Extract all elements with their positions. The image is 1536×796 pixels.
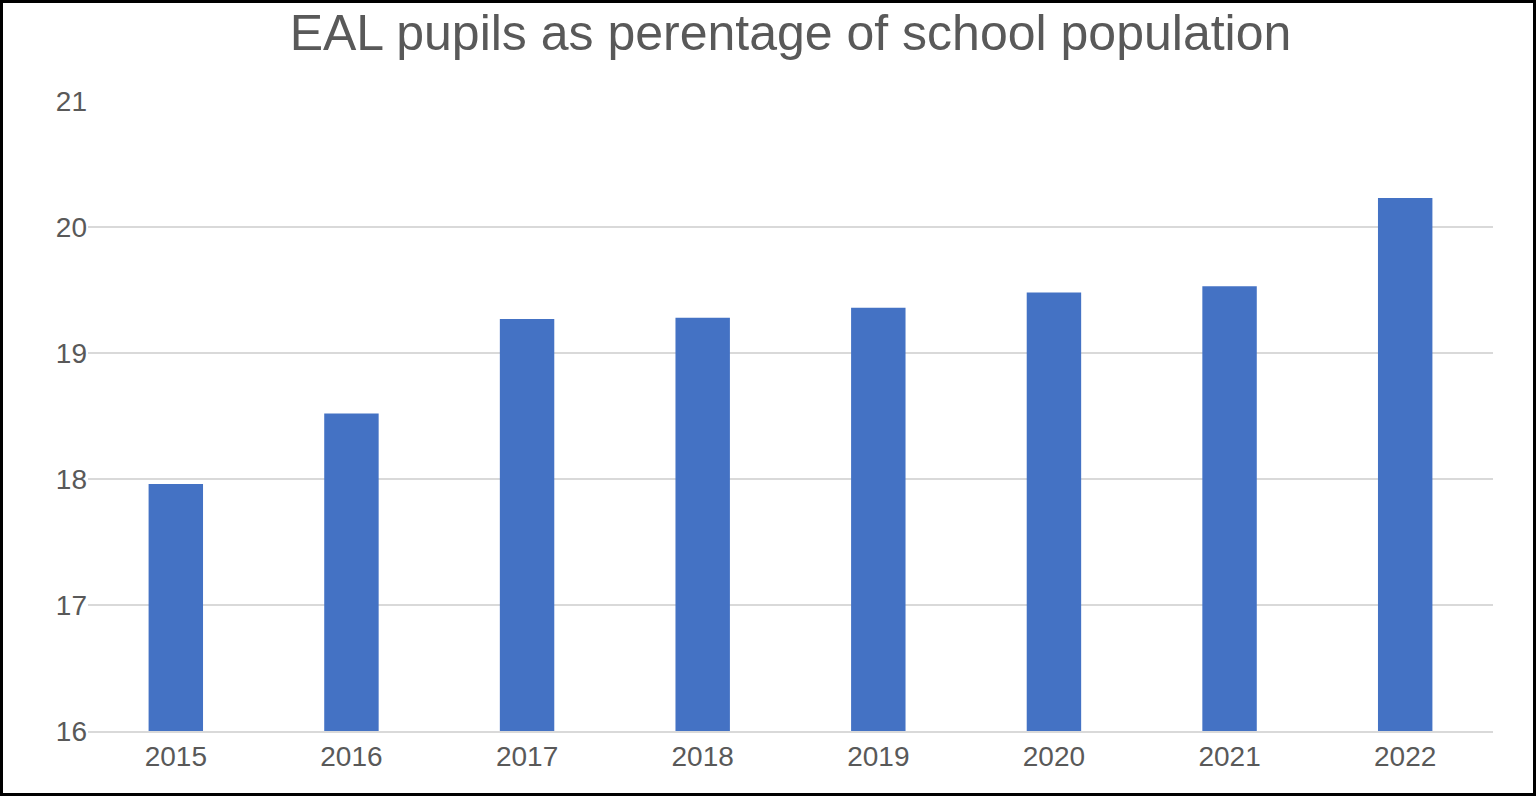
svg-text:2022: 2022 <box>1374 741 1436 772</box>
svg-text:19: 19 <box>56 338 87 369</box>
svg-text:2016: 2016 <box>320 741 382 772</box>
svg-text:16: 16 <box>56 716 87 747</box>
svg-text:2019: 2019 <box>847 741 909 772</box>
svg-text:18: 18 <box>56 464 87 495</box>
svg-text:EAL pupils as perentage of sch: EAL pupils as perentage of school popula… <box>290 5 1292 61</box>
svg-text:21: 21 <box>56 86 87 117</box>
svg-text:2020: 2020 <box>1023 741 1085 772</box>
svg-text:2018: 2018 <box>672 741 734 772</box>
svg-text:20: 20 <box>56 212 87 243</box>
svg-text:2017: 2017 <box>496 741 558 772</box>
svg-text:17: 17 <box>56 590 87 621</box>
svg-text:2021: 2021 <box>1198 741 1260 772</box>
svg-text:2015: 2015 <box>145 741 207 772</box>
